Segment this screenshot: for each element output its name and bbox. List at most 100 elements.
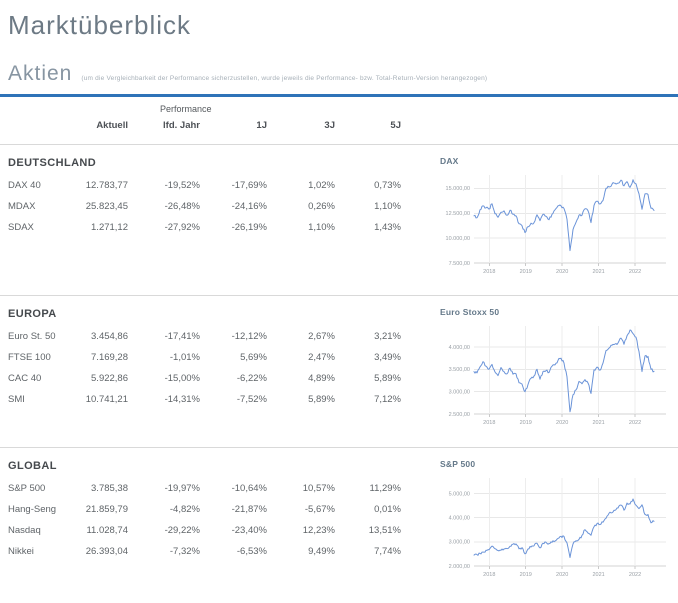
section-divider [0,295,678,296]
aktien-subheader: Aktien (um die Vergleichbarkeit der Perf… [8,62,678,86]
section-divider [0,144,678,145]
chart-title: Euro Stoxx 50 [440,307,500,317]
dax-chart: DAX 15.000,00 12.500,00 10.000,00 7.500,00 20… [440,145,678,295]
table-row: SMI 10.741,21 -14,31% -7,52% 5,89% 7,12% [8,389,408,410]
section-rows: S&P 500 3.785,38 -19,97% -10,64% 10,57% 11,29… [8,478,440,562]
table-row: MDAX 25.823,45 -26,48% -24,16% 0,26% 1,10% [8,196,408,217]
table-row: S&P 500 3.785,38 -19,97% -10,64% 10,57% 11,29… [8,478,408,499]
table-cell: 1,10% [374,201,401,212]
table-cell: 12,23% [302,525,335,536]
x-axis-tick-label: 2018 [483,269,495,275]
table-cell: 1,43% [374,222,401,233]
table-cell: 3.454,86 [91,331,128,342]
index-name: S&P 500 [8,483,46,494]
table-cell: 3,49% [374,352,401,363]
table-cell: 5.922,86 [91,373,128,384]
table-cell: 10.741,21 [85,394,128,405]
section-rows: Euro St. 50 3.454,86 -17,41% -12,12% 2,67% 3,… [8,326,440,410]
line-chart: 5.000,00 4.000,00 3.000,00 2.000,00 2018 2019… [449,478,666,578]
market-overview-page: Marktüberblick Aktien (um die Vergleichb… [0,10,678,603]
y-axis-tick-label: 3.500,00 [449,367,470,373]
table-cell: -26,19% [231,222,267,233]
table-cell: -29,22% [164,525,200,536]
section-rows: DAX 40 12.783,77 -19,52% -17,69% 1,02% 0,73% M… [8,175,440,238]
index-name: SDAX [8,222,34,233]
table-cell: -17,69% [231,180,267,191]
page-title: Marktüberblick [8,10,192,40]
table-cell: 7,74% [374,546,401,557]
table-cell: 1.271,12 [91,222,128,233]
section-deutschland: DEUTSCHLAND DAX 40 12.783,77 -19,52% -17,69%… [0,145,678,295]
x-axis-tick-label: 2022 [629,420,641,426]
table-cell: 7,12% [374,394,401,405]
x-axis-tick-label: 2020 [556,572,568,578]
table-cell: 2,47% [308,352,335,363]
table-row: FTSE 100 7.169,28 -1,01% 5,69% 2,47% 3,49% [8,347,408,368]
table-cell: 9,49% [308,546,335,557]
column-header-3j: 3J [324,120,335,131]
chart-title: DAX [440,156,459,166]
europa-table: EUROPA Euro St. 50 3.454,86 -17,41% -12,12% 2… [0,296,440,447]
y-axis-tick-label: 7.500,00 [449,261,470,267]
table-cell: 5,69% [240,352,267,363]
table-cell: -4,82% [169,504,200,515]
x-axis-tick-label: 2019 [520,572,532,578]
index-name: CAC 40 [8,373,42,384]
table-cell: 7.169,28 [91,352,128,363]
table-cell: 21.859,79 [85,504,128,515]
x-axis-tick-label: 2020 [556,269,568,275]
table-row: SDAX 1.271,12 -27,92% -26,19% 1,10% 1,43% [8,217,408,238]
table-row: Hang-Seng 21.859,79 -4,82% -21,87% -5,67% 0,0… [8,499,408,520]
aktien-section-title: Aktien [8,62,73,85]
y-axis-tick-label: 10.000,00 [446,236,470,242]
y-axis-tick-label: 12.500,00 [446,211,470,217]
table-cell: -6,22% [236,373,267,384]
y-axis-tick-label: 3.000,00 [449,540,470,546]
table-cell: -12,12% [231,331,267,342]
table-cell: -17,41% [164,331,200,342]
y-axis-tick-label: 4.000,00 [449,345,470,351]
section-europa: EUROPA Euro St. 50 3.454,86 -17,41% -12,12% 2… [0,296,678,447]
table-cell: 5,89% [308,394,335,405]
section-divider [0,447,678,448]
table-cell: -27,92% [164,222,200,233]
x-axis-tick-label: 2018 [483,572,495,578]
x-axis-tick-label: 2022 [629,572,641,578]
chart-title: S&P 500 [440,459,476,469]
table-cell: 2,67% [308,331,335,342]
table-cell: -26,48% [164,201,200,212]
index-name: FTSE 100 [8,352,51,363]
y-axis-tick-label: 3.000,00 [449,389,470,395]
table-cell: 3,21% [374,331,401,342]
line-chart: 15.000,00 12.500,00 10.000,00 7.500,00 2018 2… [446,175,666,275]
table-cell: -6,53% [236,546,267,557]
table-cell: 25.823,45 [85,201,128,212]
table-cell: 3.785,38 [91,483,128,494]
table-cell: 10,57% [302,483,335,494]
index-name: MDAX [8,201,36,212]
line-chart: 4.000,00 3.500,00 3.000,00 2.500,00 2018 2019… [449,326,666,426]
table-cell: -7,52% [236,394,267,405]
x-axis-tick-label: 2021 [592,269,604,275]
index-name: DAX 40 [8,180,41,191]
x-axis-tick-label: 2022 [629,269,641,275]
global-table: GLOBAL S&P 500 3.785,38 -19,97% -10,64% 10,57… [0,448,440,597]
table-cell: -7,32% [169,546,200,557]
table-cell: 0,01% [374,504,401,515]
table-row: DAX 40 12.783,77 -19,52% -17,69% 1,02% 0,73% [8,175,408,196]
euro-stoxx-50-chart: Euro Stoxx 50 4.000,00 3.500,00 3.000,00 2.5… [440,296,678,447]
aktien-methodology-note: (um die Vergleichbarkeit der Performance… [81,75,488,82]
x-axis-tick-label: 2019 [520,420,532,426]
index-name: Nasdaq [8,525,41,536]
table-header: Performance Aktuell lfd. Jahr 1J 3J 5J [0,97,678,144]
table-row: CAC 40 5.922,86 -15,00% -6,22% 4,89% 5,89% [8,368,408,389]
table-row: Euro St. 50 3.454,86 -17,41% -12,12% 2,67% 3,… [8,326,408,347]
price-line [473,329,655,413]
table-cell: 26.393,04 [85,546,128,557]
price-line [473,179,655,252]
y-axis-tick-label: 2.000,00 [449,564,470,570]
table-cell: 13,51% [368,525,401,536]
y-axis-tick-label: 4.000,00 [449,515,470,521]
table-cell: -10,64% [231,483,267,494]
section-heading: DEUTSCHLAND [8,157,97,169]
